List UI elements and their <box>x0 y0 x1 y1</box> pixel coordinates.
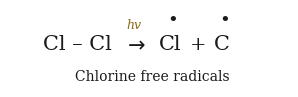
Text: Chlorine free radicals: Chlorine free radicals <box>75 70 230 84</box>
Text: hv: hv <box>127 19 142 32</box>
Text: Cl: Cl <box>159 35 181 54</box>
Text: •: • <box>219 12 230 30</box>
Text: Cl – Cl: Cl – Cl <box>43 35 112 54</box>
Text: C: C <box>214 35 230 54</box>
Text: •: • <box>167 12 178 30</box>
Text: $\rightarrow$: $\rightarrow$ <box>123 35 145 54</box>
Text: +: + <box>190 36 206 54</box>
